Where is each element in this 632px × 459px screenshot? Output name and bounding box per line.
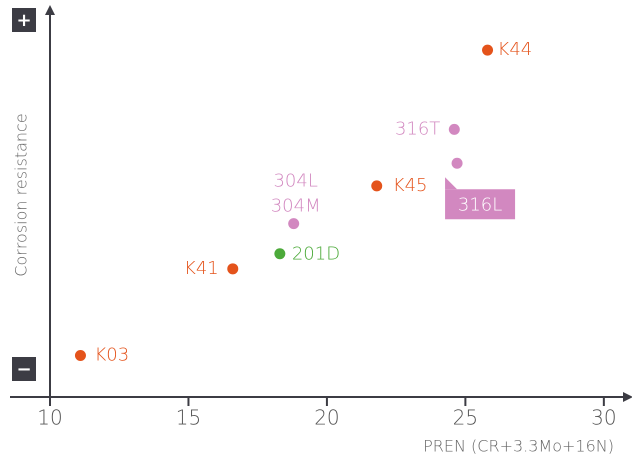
point-label: 304M (271, 196, 321, 217)
x-tick-label: 20 (314, 406, 339, 430)
point-label: 316L (458, 194, 502, 215)
point-label: K03 (94, 345, 129, 366)
callout (445, 177, 458, 190)
y-bottom-label: − (16, 359, 31, 380)
point (74, 350, 86, 362)
point (227, 263, 239, 275)
point (288, 218, 300, 230)
point-label: K44 (498, 39, 533, 60)
point-label: 304L (273, 171, 317, 192)
label-box (445, 189, 516, 220)
x-axis-label: PREN (CR+3.3Mo+16N) (423, 437, 614, 456)
point (448, 123, 460, 135)
y-top-label: + (16, 10, 31, 31)
point-label: 201D (292, 244, 340, 265)
minus-box (12, 357, 36, 381)
point-label: K41 (184, 258, 219, 279)
point-label: 316T (395, 118, 440, 139)
x-tick-label: 15 (176, 406, 201, 430)
x-tick-label: 30 (591, 406, 616, 430)
point (451, 157, 463, 169)
point (274, 248, 286, 260)
point-label: K45 (393, 175, 428, 196)
y-axis-label: Corrosion resistance (12, 113, 31, 276)
x-tick-label: 25 (453, 406, 478, 430)
point (482, 44, 494, 56)
point (371, 180, 383, 192)
x-tick-label: 10 (37, 406, 62, 430)
plus-box (12, 8, 36, 32)
